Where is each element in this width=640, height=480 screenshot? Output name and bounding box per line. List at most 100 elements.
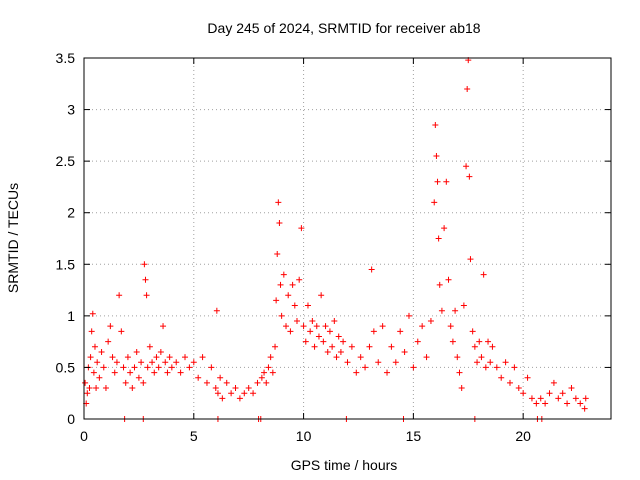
data-point (469, 328, 476, 335)
data-point (460, 302, 467, 309)
data-point (151, 369, 158, 376)
data-point (537, 395, 544, 402)
data-point (550, 379, 557, 386)
y-tick-label: 3.5 (56, 50, 76, 66)
data-point (431, 199, 438, 206)
data-point (320, 338, 327, 345)
data-point (410, 364, 417, 371)
y-tick-label: 0.5 (56, 359, 76, 375)
data-point (482, 364, 489, 371)
data-point (298, 225, 305, 232)
data-point (471, 343, 478, 350)
data-point (555, 395, 562, 402)
data-point (219, 395, 226, 402)
data-point (427, 318, 434, 325)
data-point (254, 379, 261, 386)
data-point (217, 374, 224, 381)
data-point (434, 178, 441, 185)
data-point (456, 369, 463, 376)
data-point (149, 359, 156, 366)
data-point (157, 348, 164, 355)
plot-area-frame (83, 57, 612, 420)
data-point (311, 343, 318, 350)
data-point (89, 310, 96, 317)
data-point (405, 312, 412, 319)
data-point (348, 343, 355, 350)
data-point (568, 385, 575, 392)
data-point (329, 343, 336, 350)
data-point (445, 276, 452, 283)
data-point (340, 338, 347, 345)
data-point (458, 385, 465, 392)
data-point (273, 297, 280, 304)
data-point (397, 328, 404, 335)
data-point (223, 379, 230, 386)
data-point (278, 312, 285, 319)
data-point (213, 307, 220, 314)
x-tick-label: 20 (515, 428, 531, 444)
data-point (414, 338, 421, 345)
data-point (241, 390, 248, 397)
data-point (285, 292, 292, 299)
data-point (466, 173, 473, 180)
data-point (107, 323, 114, 330)
data-point (87, 354, 94, 361)
data-point (322, 323, 329, 330)
x-tick-label: 15 (406, 428, 422, 444)
y-tick-label: 1 (67, 308, 75, 324)
data-point (324, 348, 331, 355)
data-point (533, 400, 540, 407)
data-point (86, 385, 93, 392)
data-point (177, 369, 184, 376)
data-point (528, 395, 535, 402)
data-point (190, 359, 197, 366)
data-point (388, 343, 395, 350)
data-point (296, 276, 303, 283)
data-point (511, 364, 518, 371)
data-point (401, 348, 408, 355)
data-point (236, 395, 243, 402)
data-point (502, 359, 509, 366)
data-point (162, 359, 169, 366)
data-point (542, 400, 549, 407)
data-point (164, 369, 171, 376)
data-points (82, 57, 589, 422)
data-point (186, 364, 193, 371)
y-tick-label: 3 (67, 102, 75, 118)
data-point (313, 323, 320, 330)
data-point (113, 359, 120, 366)
data-point (379, 323, 386, 330)
data-point (362, 364, 369, 371)
data-point (263, 379, 270, 386)
data-point (515, 385, 522, 392)
data-point (143, 292, 150, 299)
data-point (337, 348, 344, 355)
data-point (353, 369, 360, 376)
data-point (133, 348, 140, 355)
data-point (520, 390, 527, 397)
data-point (168, 364, 175, 371)
data-point (307, 328, 314, 335)
data-point (258, 374, 265, 381)
data-point (384, 369, 391, 376)
data-point (433, 152, 440, 159)
data-point (524, 374, 531, 381)
data-point (309, 318, 316, 325)
data-point (82, 379, 89, 386)
data-point (438, 307, 445, 314)
data-point (195, 374, 202, 381)
data-point (129, 385, 136, 392)
data-point (581, 405, 588, 412)
data-point (582, 395, 589, 402)
y-axis-label: SRMTID / TECUs (5, 183, 21, 293)
data-point (447, 323, 454, 330)
data-point (464, 85, 471, 92)
data-point (432, 122, 439, 129)
data-point (485, 338, 492, 345)
data-point (423, 354, 430, 361)
data-point (493, 364, 500, 371)
data-point (109, 354, 116, 361)
data-point (559, 390, 566, 397)
axis-ticks: 0 0.5 1 1.5 2 2.5 3 3.5 0 5 10 15 20 (56, 50, 611, 444)
